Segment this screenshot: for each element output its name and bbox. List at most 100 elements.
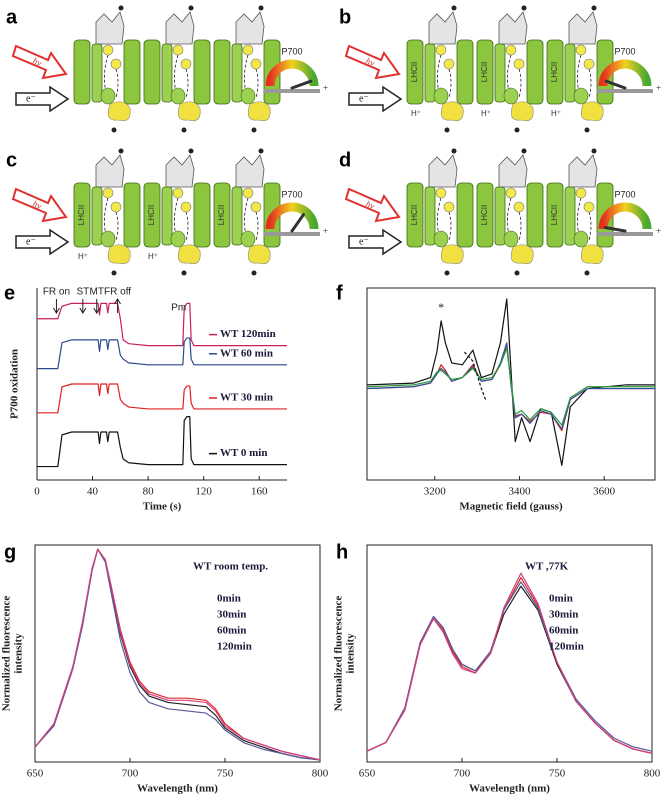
legend-label: 120min (549, 641, 584, 653)
ion (514, 270, 520, 276)
series-line (366, 581, 653, 752)
gauge-base (597, 89, 653, 93)
series-line (34, 548, 321, 761)
electron-path (104, 54, 119, 99)
annotation: * (438, 300, 444, 314)
helix (424, 186, 436, 246)
x-tick-label: 700 (122, 768, 139, 780)
helix (494, 186, 506, 246)
electron-path (174, 54, 189, 99)
helix (143, 39, 161, 105)
legend-label: 60min (549, 625, 578, 637)
protein-label: LHCII (480, 62, 489, 82)
series-line (366, 347, 655, 426)
annotation: MT (89, 287, 103, 298)
panel-label: d (339, 149, 351, 171)
plot-frame (366, 287, 656, 481)
x-axis-label: Time (s) (143, 501, 182, 513)
stromal-subunit (177, 244, 201, 265)
legend-title: WT room temp. (193, 561, 268, 573)
cofactor (583, 58, 595, 70)
gauge-label: P700 (281, 189, 302, 199)
gauge-plus: + (323, 83, 328, 93)
complex-top (498, 11, 528, 45)
gauge-arc (598, 59, 652, 87)
proton-label: H⁺ (481, 109, 491, 118)
series-line (34, 548, 321, 761)
gauge-arc (598, 202, 652, 230)
annotation: FR off (104, 287, 131, 298)
x-tick-label: 160 (251, 486, 268, 498)
helix (123, 39, 141, 105)
panel-label: a (6, 6, 18, 28)
subunit (573, 87, 589, 105)
ion (444, 270, 450, 276)
protein-label: LHCII (410, 62, 419, 82)
annotation: ST (76, 287, 89, 298)
ion (251, 270, 257, 276)
electron-path (437, 197, 452, 242)
protein-label: LHCII (480, 205, 489, 225)
legend-label: 0min (217, 593, 241, 605)
subunit (240, 87, 256, 105)
arrow-head (53, 307, 60, 314)
complex-top (165, 154, 195, 188)
cofactor (110, 201, 122, 213)
ion (188, 5, 194, 11)
ion (451, 148, 457, 154)
ion (584, 270, 590, 276)
x-axis-label: Wavelength (nm) (137, 783, 218, 795)
complex-top (235, 11, 265, 45)
cofactor (172, 187, 184, 199)
helix (494, 43, 506, 103)
gauge-label: P700 (614, 189, 635, 199)
plot-frame (34, 544, 321, 763)
helix (456, 182, 474, 248)
helix (231, 186, 243, 246)
x-tick-label: 3200 (424, 486, 447, 498)
helix (143, 182, 161, 248)
complex-top (428, 154, 458, 188)
cofactor (242, 187, 254, 199)
gauge-needle (290, 79, 313, 90)
x-tick-label: 750 (549, 768, 566, 780)
cofactor (575, 187, 587, 199)
helix (213, 39, 231, 105)
gauge-base (597, 232, 653, 236)
cofactor (435, 187, 447, 199)
legend-label: WT 60 min (220, 347, 273, 359)
helix (456, 39, 474, 105)
ion (521, 5, 527, 11)
electron-label: e⁻ (26, 236, 36, 247)
series-line (37, 383, 287, 414)
ion (514, 127, 520, 133)
stromal-subunit (177, 101, 201, 122)
panel-label: f (336, 282, 343, 304)
series-line (463, 351, 487, 400)
stromal-subunit (247, 244, 271, 265)
series-line (34, 548, 321, 761)
x-tick-label: 750 (217, 768, 234, 780)
light-arrow (344, 187, 401, 223)
cofactor (250, 201, 262, 213)
ion (111, 270, 117, 276)
electron-arrow (15, 85, 70, 113)
gauge-base (264, 232, 320, 236)
panel-label: h (336, 541, 348, 563)
y-axis-label: P700 oxidation (9, 349, 21, 419)
light-arrow (11, 187, 68, 223)
ion (258, 5, 264, 11)
stromal-subunit (510, 244, 534, 265)
helix (424, 43, 436, 103)
proton-label: H⁺ (148, 252, 158, 261)
panel-label: b (339, 6, 351, 28)
ion (584, 127, 590, 133)
gauge-label: P700 (614, 46, 635, 56)
subunit (503, 230, 519, 248)
helix (123, 182, 141, 248)
legend-label: 30min (549, 609, 578, 621)
legend-label: WT 0 min (220, 447, 267, 459)
ion (118, 148, 124, 154)
subunit (100, 87, 116, 105)
y-axis-label: intensity (13, 633, 25, 674)
